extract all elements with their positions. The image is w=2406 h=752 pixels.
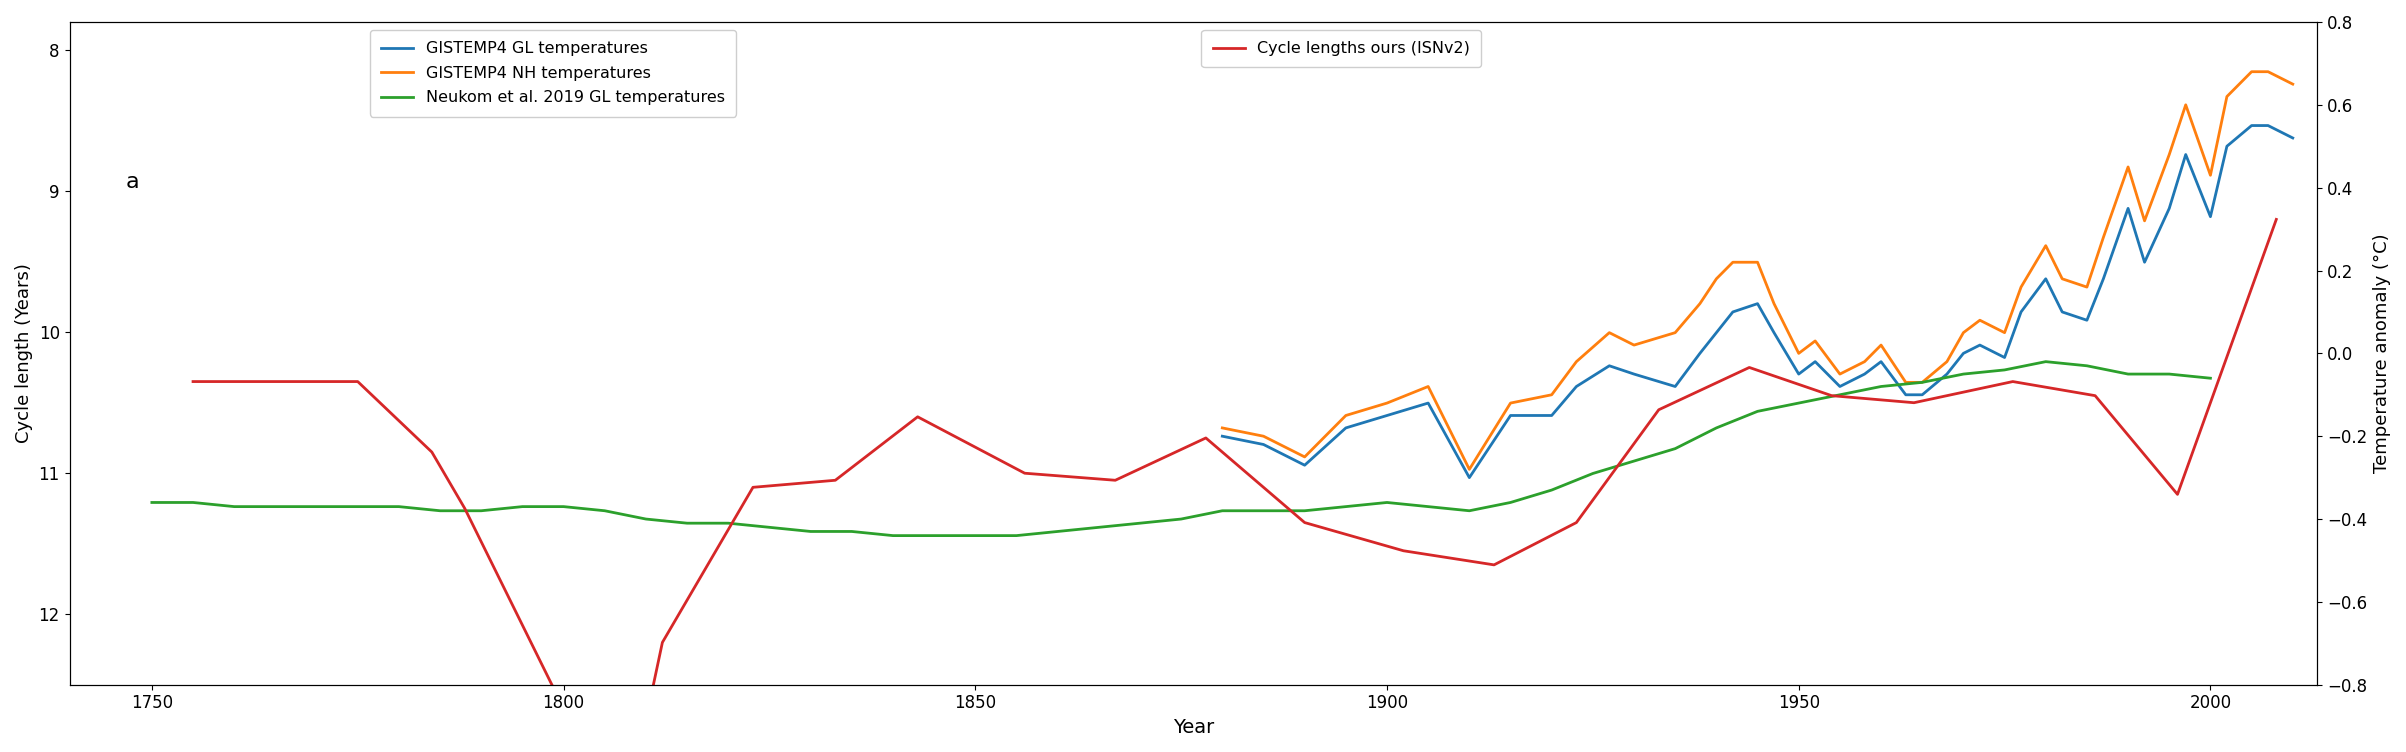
Y-axis label: Temperature anomaly (°C): Temperature anomaly (°C) (2372, 234, 2392, 473)
Legend: Cycle lengths ours (ISNv2): Cycle lengths ours (ISNv2) (1201, 30, 1482, 68)
Y-axis label: Cycle length (Years): Cycle length (Years) (14, 263, 34, 443)
Text: a: a (125, 171, 140, 192)
X-axis label: Year: Year (1172, 718, 1215, 737)
